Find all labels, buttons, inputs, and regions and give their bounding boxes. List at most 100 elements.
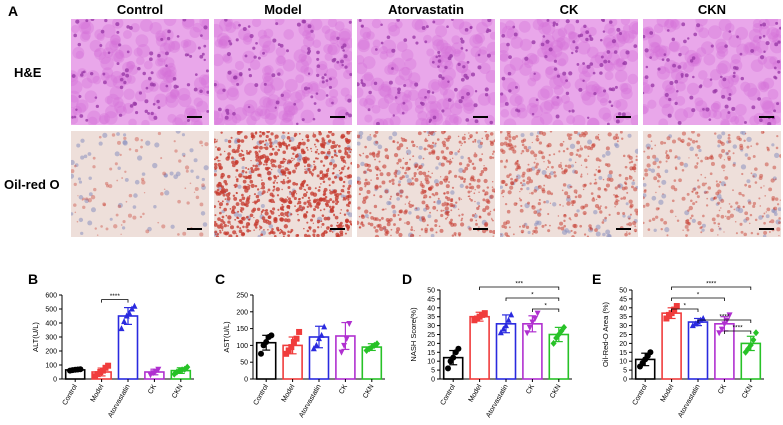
x-tick-label: Model <box>281 383 297 403</box>
y-tick-label: 50 <box>427 288 435 295</box>
data-point <box>724 317 730 324</box>
data-point <box>105 362 112 369</box>
x-tick-label: CKN <box>741 384 754 400</box>
data-point <box>561 323 567 331</box>
data-point <box>296 328 303 335</box>
data-point <box>747 341 754 349</box>
significance-bracket <box>101 299 129 303</box>
data-point <box>346 321 353 328</box>
x-tick-label: Atorvastatin <box>107 383 132 419</box>
panel-letter-c: C <box>215 271 225 287</box>
significance-label: * <box>684 303 687 310</box>
x-tick-label: Control <box>253 383 271 406</box>
y-tick-label: 0 <box>53 377 57 384</box>
micrograph-he-ck <box>500 19 638 125</box>
scale-bar <box>330 116 345 118</box>
y-tick-label: 400 <box>45 321 57 328</box>
significance-label: **** <box>719 314 730 321</box>
data-point <box>313 341 320 348</box>
y-tick-label: 200 <box>45 349 57 356</box>
data-point <box>263 339 270 346</box>
y-axis-label: ALT(U/L) <box>31 322 40 352</box>
significance-bracket <box>532 308 560 312</box>
data-point <box>550 339 557 347</box>
data-point <box>726 312 733 319</box>
data-point <box>671 306 678 313</box>
y-tick-label: 15 <box>619 350 627 357</box>
x-tick-label: Model <box>660 383 676 403</box>
significance-bracket <box>479 286 560 290</box>
scale-bar <box>616 228 631 230</box>
column-label-atorvastatin: Atorvastatin <box>388 2 464 17</box>
data-point <box>524 330 531 337</box>
x-tick-label: Control <box>440 383 458 406</box>
micrograph-oil-red-o-control <box>71 131 209 237</box>
significance-label: * <box>697 292 700 299</box>
data-point <box>663 315 670 322</box>
data-point <box>374 340 380 348</box>
y-tick-label: 10 <box>619 359 627 366</box>
x-tick-label: CK <box>338 383 349 395</box>
micrograph-grid <box>71 19 781 237</box>
x-tick-label: Model <box>90 383 106 403</box>
scale-bar <box>187 116 202 118</box>
y-tick-label: 200 <box>236 309 248 316</box>
data-point <box>126 309 133 316</box>
row-label-he: H&E <box>14 65 42 80</box>
y-tick-label: 5 <box>431 368 435 375</box>
x-tick-label: Atorvastatin <box>485 383 510 419</box>
significance-label: **** <box>706 281 717 288</box>
data-point <box>534 310 541 317</box>
y-tick-label: 0 <box>244 377 248 384</box>
y-tick-label: 35 <box>619 314 627 321</box>
x-tick-label: CK <box>525 383 536 395</box>
significance-bracket <box>697 319 752 323</box>
x-tick-label: Atorvastatin <box>298 383 323 419</box>
scale-bar <box>473 228 488 230</box>
y-axis-label: NASH Score(%) <box>409 307 418 362</box>
x-tick-label: CKN <box>171 384 184 400</box>
significance-bracket <box>505 297 560 301</box>
y-tick-label: 50 <box>619 288 627 295</box>
y-tick-label: 10 <box>427 359 435 366</box>
micrograph-oil-red-o-ckn <box>643 131 781 237</box>
data-point <box>718 326 725 333</box>
significance-label: **** <box>733 325 744 332</box>
y-tick-label: 20 <box>427 341 435 348</box>
y-tick-label: 15 <box>427 350 435 357</box>
data-point <box>338 349 345 356</box>
y-tick-label: 50 <box>240 360 248 367</box>
data-point <box>497 329 504 336</box>
micrograph-oil-red-o-ck <box>500 131 638 237</box>
panel-letter-a: A <box>8 3 18 19</box>
x-tick-label: CKN <box>362 384 375 400</box>
y-tick-label: 100 <box>45 363 57 370</box>
y-tick-label: 0 <box>623 377 627 384</box>
data-point <box>532 315 538 322</box>
x-tick-label: Control <box>62 383 80 406</box>
data-point <box>700 314 707 321</box>
panel-letter-e: E <box>592 271 601 287</box>
chart-alt: 0 100 200 300 400 500 600 ALT(U/L) Control Model A… <box>31 293 194 419</box>
y-tick-label: 250 <box>236 293 248 300</box>
y-tick-label: 30 <box>427 323 435 330</box>
y-tick-label: 25 <box>427 332 435 339</box>
data-point <box>529 319 536 326</box>
data-point <box>268 332 275 339</box>
data-point <box>288 344 295 351</box>
data-point <box>290 339 297 346</box>
significance-bracket <box>671 297 725 301</box>
data-point <box>503 322 509 329</box>
x-tick-label: CK <box>717 383 728 395</box>
data-point <box>77 366 84 373</box>
y-tick-label: 300 <box>45 335 57 342</box>
significance-label: **** <box>110 293 121 300</box>
row-label-oil-red-o: Oil-red O <box>4 177 60 192</box>
bar <box>687 321 709 380</box>
column-label-ck: CK <box>560 2 579 17</box>
y-tick-label: 45 <box>427 296 435 303</box>
data-point <box>318 331 325 338</box>
data-point <box>445 365 451 372</box>
y-tick-label: 500 <box>45 307 57 314</box>
data-point <box>131 302 138 309</box>
